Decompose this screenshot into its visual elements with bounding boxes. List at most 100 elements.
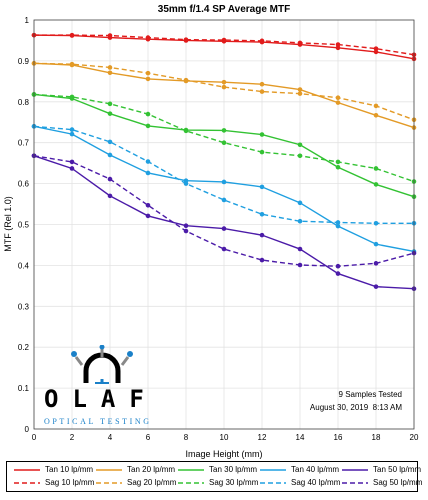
data-point bbox=[373, 166, 379, 171]
data-point bbox=[183, 223, 189, 229]
x-tick-label: 4 bbox=[108, 433, 113, 442]
data-point bbox=[259, 149, 265, 155]
x-tick-label: 20 bbox=[410, 433, 419, 442]
series-sag-10-lp-mm bbox=[31, 32, 417, 58]
data-point bbox=[183, 181, 189, 186]
data-point bbox=[107, 101, 113, 107]
test-time: 8:13 AM bbox=[372, 403, 402, 412]
series-sag-20-lp-mm bbox=[31, 61, 417, 123]
legend-swatch bbox=[178, 469, 204, 471]
data-point bbox=[183, 37, 189, 42]
data-point bbox=[69, 94, 75, 100]
data-point bbox=[373, 241, 379, 247]
data-point bbox=[335, 263, 341, 269]
data-point bbox=[297, 91, 303, 96]
data-point bbox=[145, 70, 151, 76]
timestamp-note: August 30, 2019 8:13 AM bbox=[310, 401, 402, 414]
data-point bbox=[373, 46, 379, 51]
data-point bbox=[373, 182, 379, 187]
logo-wordmark: OLAF bbox=[44, 385, 158, 413]
mtf-chart: 35mm f/1.4 SP Average MTF 00.10.20.30.40… bbox=[3, 4, 419, 459]
data-point bbox=[69, 166, 75, 171]
legend-label: Sag 20 lp/mm bbox=[127, 478, 177, 487]
data-point bbox=[183, 228, 189, 234]
x-tick-label: 10 bbox=[220, 433, 229, 442]
y-tick-label: 1 bbox=[25, 16, 30, 25]
data-point bbox=[335, 42, 341, 47]
legend-swatch bbox=[260, 482, 286, 484]
data-point bbox=[221, 246, 227, 252]
y-tick-label: 0 bbox=[25, 425, 30, 434]
legend-label: Sag 10 lp/mm bbox=[45, 478, 95, 487]
data-point bbox=[145, 170, 151, 176]
legend-label: Tan 40 lp/mm bbox=[291, 465, 340, 474]
legend-swatch bbox=[342, 469, 368, 471]
series-sag-40-lp-mm bbox=[31, 124, 417, 226]
data-point bbox=[107, 65, 113, 70]
data-point bbox=[259, 232, 265, 238]
data-point bbox=[221, 140, 227, 145]
data-point bbox=[145, 159, 151, 164]
y-tick-label: 0.5 bbox=[18, 221, 30, 230]
data-point bbox=[335, 45, 341, 51]
samples-note: 9 Samples Tested bbox=[338, 390, 402, 399]
x-axis-label: Image Height (mm) bbox=[185, 449, 262, 459]
data-point bbox=[183, 128, 189, 134]
data-point bbox=[297, 153, 303, 159]
legend-label: Sag 50 lp/mm bbox=[373, 478, 423, 487]
x-tick-label: 16 bbox=[334, 433, 343, 442]
x-tick-label: 6 bbox=[146, 433, 151, 442]
data-point bbox=[297, 142, 303, 148]
data-point bbox=[107, 152, 113, 158]
data-point bbox=[145, 202, 151, 208]
data-point bbox=[297, 246, 303, 252]
data-point bbox=[145, 76, 151, 82]
data-point bbox=[373, 112, 379, 118]
legend-label: Tan 20 lp/mm bbox=[127, 465, 176, 474]
series-line bbox=[34, 34, 415, 56]
data-point bbox=[373, 261, 379, 266]
data-point bbox=[145, 35, 151, 40]
data-point bbox=[259, 89, 265, 94]
data-point bbox=[221, 128, 227, 133]
x-tick-label: 14 bbox=[296, 433, 305, 442]
data-point bbox=[297, 262, 303, 268]
data-point bbox=[221, 37, 227, 43]
legend-label: Sag 30 lp/mm bbox=[209, 478, 259, 487]
plot-frame bbox=[33, 19, 415, 430]
legend-label: Sag 40 lp/mm bbox=[291, 478, 341, 487]
data-point bbox=[297, 87, 303, 92]
legend-swatch bbox=[342, 482, 368, 484]
data-point bbox=[373, 284, 379, 289]
olaf-logo: OLAF OPTICAL TESTING bbox=[38, 345, 188, 430]
test-date: August 30, 2019 bbox=[309, 403, 369, 412]
data-point bbox=[145, 123, 151, 129]
data-point bbox=[297, 218, 303, 224]
data-point bbox=[259, 257, 265, 263]
data-point bbox=[183, 77, 189, 83]
data-point bbox=[335, 271, 341, 276]
y-tick-labels: 0 0.1 0.2 0.3 0.4 0.5 0.6 0.7 0.8 0.9 1 bbox=[18, 16, 30, 434]
logo-tagline: OPTICAL TESTING bbox=[44, 417, 152, 426]
data-point bbox=[221, 179, 227, 185]
data-point bbox=[69, 32, 75, 38]
data-point bbox=[373, 220, 379, 226]
x-tick-label: 18 bbox=[372, 433, 381, 442]
data-point bbox=[335, 223, 341, 229]
y-tick-label: 0.7 bbox=[18, 139, 30, 148]
data-point bbox=[69, 159, 75, 165]
y-tick-label: 0.1 bbox=[18, 384, 30, 393]
data-point bbox=[107, 193, 113, 199]
data-point bbox=[107, 111, 113, 116]
data-point bbox=[335, 159, 341, 165]
data-point bbox=[107, 139, 113, 145]
x-tick-label: 8 bbox=[184, 433, 189, 442]
legend-swatch bbox=[14, 482, 40, 484]
series-sag-50-lp-mm bbox=[31, 153, 417, 269]
data-point bbox=[221, 84, 227, 90]
data-point bbox=[69, 127, 75, 132]
chart-legend: Tan 10 lp/mm Sag 10 lp/mm Tan 20 lp/mm Sag … bbox=[6, 461, 422, 492]
olaf-emblem-icon bbox=[71, 345, 133, 384]
data-point bbox=[259, 184, 265, 190]
series-line bbox=[33, 125, 414, 224]
